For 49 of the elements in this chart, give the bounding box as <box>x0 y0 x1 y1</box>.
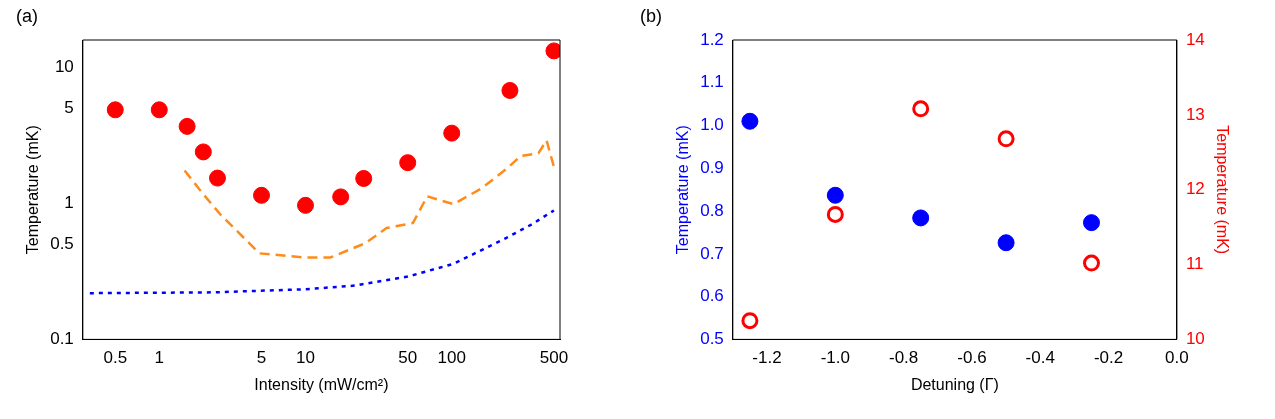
y-tick-label: 0.9 <box>700 158 724 177</box>
chart-title: (b) <box>640 5 662 26</box>
point <box>997 234 1015 252</box>
y-tick-label: 5 <box>64 98 74 118</box>
x-axis-title: Detuning (Γ) <box>910 375 999 393</box>
y2-tick-label: 14 <box>1185 29 1205 49</box>
x-tick-label: -0.2 <box>1093 348 1124 368</box>
y-tick-label: 0.6 <box>700 286 724 306</box>
point <box>826 186 844 204</box>
y2-axis-title: Temperature (mK) <box>1213 125 1231 255</box>
point <box>997 130 1015 148</box>
point <box>741 112 759 130</box>
y-tick-label: 0.7 <box>700 243 724 263</box>
y-tick-label: 0.5 <box>50 234 74 254</box>
x-tick-label: -1.0 <box>820 348 850 368</box>
y2-tick-label: 13 <box>1185 104 1205 124</box>
chart-title: (a) <box>16 5 38 26</box>
y-axis-title: Temperature (mK) <box>24 125 42 255</box>
x-tick-label: 50 <box>398 348 418 368</box>
y2-tick-label: 11 <box>1185 254 1204 274</box>
x-axis-title: Intensity (mW/cm²) <box>254 375 389 393</box>
y2-tick-label: 10 <box>1185 329 1205 349</box>
y-tick-label: 1.1 <box>700 72 724 92</box>
x-tick-label: -0.6 <box>957 348 987 368</box>
point <box>741 312 759 330</box>
x-tick-label: 5 <box>256 348 267 368</box>
point <box>826 205 844 223</box>
x-tick-label: -0.8 <box>888 348 919 368</box>
y-tick-label: 1.2 <box>700 29 724 49</box>
point <box>912 209 930 227</box>
y-tick-label: 10 <box>54 57 74 77</box>
x-tick-label: -0.4 <box>1025 348 1055 368</box>
y2-tick-label: 12 <box>1185 179 1205 199</box>
y-tick-label: 0.1 <box>50 329 74 349</box>
x-tick-label: 1 <box>154 348 165 368</box>
y-tick-label: 0.5 <box>700 329 724 349</box>
x-tick-label: 10 <box>296 348 315 368</box>
x-tick-label: 500 <box>539 348 569 368</box>
y-axis-title: Temperature (mK) <box>674 125 692 255</box>
x-tick-label: 0.5 <box>103 348 128 368</box>
point <box>1082 254 1100 272</box>
x-tick-label: -1.2 <box>752 348 782 368</box>
x-tick-label: 0.0 <box>1165 348 1189 368</box>
y-tick-label: 0.8 <box>700 200 724 220</box>
point <box>912 100 930 118</box>
x-tick-label: 100 <box>437 348 466 368</box>
y-tick-label: 1.0 <box>700 115 724 135</box>
point <box>1082 214 1100 232</box>
y-tick-label: 1 <box>64 193 74 213</box>
